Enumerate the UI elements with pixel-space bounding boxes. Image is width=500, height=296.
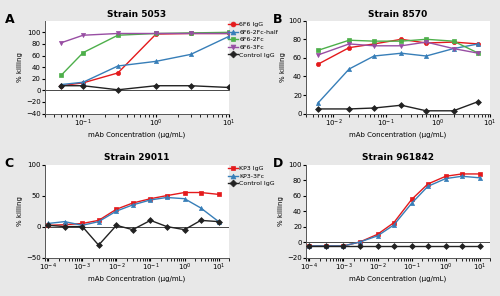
Y-axis label: % killing: % killing — [278, 196, 284, 226]
X-axis label: mAb Concentration (μg/mL): mAb Concentration (μg/mL) — [88, 132, 186, 138]
Text: A: A — [4, 13, 14, 26]
Text: C: C — [4, 157, 14, 170]
Text: D: D — [273, 157, 283, 170]
X-axis label: mAb Concentration (μg/mL): mAb Concentration (μg/mL) — [88, 276, 186, 282]
X-axis label: mAb Concentration (μg/mL): mAb Concentration (μg/mL) — [350, 132, 446, 138]
Title: Strain 29011: Strain 29011 — [104, 154, 170, 163]
Title: Strain 5053: Strain 5053 — [108, 9, 166, 19]
Legend: KP3 IgG, KP3-3Fc, Control IgG: KP3 IgG, KP3-3Fc, Control IgG — [228, 166, 275, 186]
Y-axis label: % killing: % killing — [18, 52, 24, 82]
Text: B: B — [273, 13, 282, 26]
X-axis label: mAb Concentration (μg/mL): mAb Concentration (μg/mL) — [350, 276, 446, 282]
Y-axis label: % killing: % killing — [18, 196, 24, 226]
Title: Strain 8570: Strain 8570 — [368, 9, 428, 19]
Y-axis label: % killing: % killing — [280, 52, 285, 82]
Title: Strain 961842: Strain 961842 — [362, 154, 434, 163]
Legend: 6F6 IgG, 6F6-2Fc-half, 6F6-2Fc, 6F6-3Fc, Control IgG: 6F6 IgG, 6F6-2Fc-half, 6F6-2Fc, 6F6-3Fc,… — [228, 22, 278, 58]
